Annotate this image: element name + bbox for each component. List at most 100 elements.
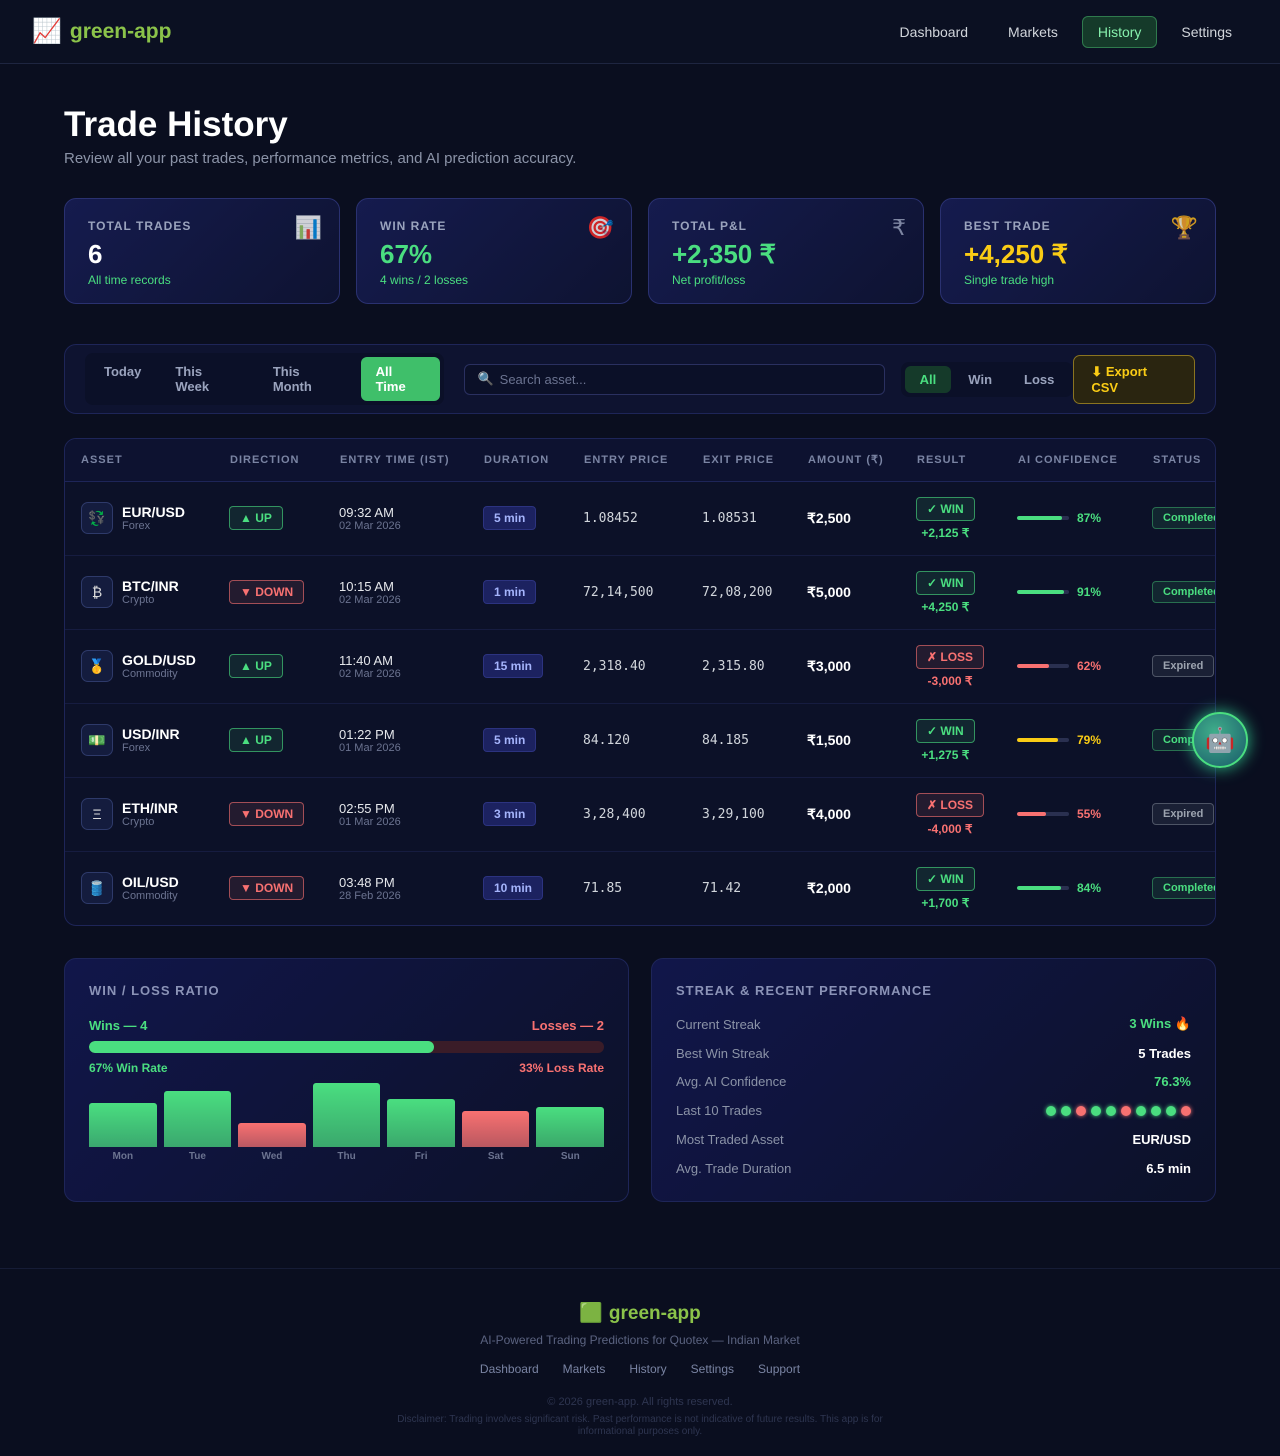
asset-icon: 🥇 xyxy=(81,650,113,682)
assistant-button[interactable]: 🤖 xyxy=(1192,712,1248,768)
result-button[interactable]: Win xyxy=(968,371,993,387)
trade-dot xyxy=(1121,1105,1131,1116)
duration-badge: 5 min xyxy=(483,506,537,530)
stat-cards: TOTAL TRADES 6 All time records 📊 WIN RATE 67… xyxy=(64,198,1216,304)
result: ✓ WIN +2,125 ₹ xyxy=(916,496,975,540)
navbar: 📈 green-app Dashboard Markets History Setting… xyxy=(0,0,1280,64)
nav-link[interactable]: Dashboard xyxy=(899,23,969,40)
logo[interactable]: 📈 green-app xyxy=(32,17,171,46)
trade-dot xyxy=(1091,1105,1101,1116)
period-button[interactable]: This Week xyxy=(175,364,210,394)
pnl: -4,000 ₹ xyxy=(927,821,973,836)
direction-cell: ▼ DOWN xyxy=(229,555,339,630)
trade-row: 💱 EUR/USD Forex ▲ UP 09:32 AM 02 Mar 2026 5 mi… xyxy=(65,481,1215,556)
status-cell: Expired xyxy=(1152,629,1215,704)
day-label: Mon xyxy=(112,1151,134,1162)
asset-name: GOLD/USD xyxy=(122,652,196,668)
streak-value: 5 Trades xyxy=(1138,1045,1191,1061)
duration-badge: 15 min xyxy=(483,654,544,678)
stat-note: Net profit/loss xyxy=(672,273,746,287)
table: ASSET DIRECTION ENTRY TIME (IST) DURATION EN… xyxy=(65,439,1215,925)
exit-price: 1.08531 xyxy=(702,481,807,556)
confidence-cell: 91% xyxy=(1017,555,1152,630)
asset-category: Crypto xyxy=(122,816,155,828)
column-header: AMOUNT (₹) xyxy=(807,439,916,482)
period-button[interactable]: All Time xyxy=(360,357,441,401)
nav-link[interactable]: Markets xyxy=(1008,23,1058,40)
nav-link[interactable]: History xyxy=(1081,15,1158,48)
table-body: 💱 EUR/USD Forex ▲ UP 09:32 AM 02 Mar 2026 5 mi… xyxy=(65,481,1215,925)
asset: ₿ BTC/INR Crypto xyxy=(81,576,229,608)
trade-dot xyxy=(1046,1105,1056,1116)
streak-value: EUR/USD xyxy=(1132,1132,1191,1148)
footer-tagline: AI-Powered Trading Predictions for Quote… xyxy=(480,1333,800,1347)
streak-label: Current Streak xyxy=(676,1016,761,1032)
day-label: Thu xyxy=(337,1151,356,1162)
pnl: +1,275 ₹ xyxy=(921,747,970,762)
amount: ₹2,000 xyxy=(807,879,851,896)
entry-date: 01 Mar 2026 xyxy=(339,741,401,754)
day-bar xyxy=(163,1091,232,1147)
asset-name: USD/INR xyxy=(122,726,180,742)
asset-info: OIL/USD Commodity xyxy=(122,874,179,902)
day-bar xyxy=(461,1111,530,1147)
stat-icon: 📊 xyxy=(294,215,322,240)
day-column xyxy=(89,1103,157,1147)
asset-name: OIL/USD xyxy=(122,874,179,891)
trade-row: ₿ BTC/INR Crypto ▼ DOWN 10:15 AM 02 Mar 2026 1… xyxy=(65,555,1215,630)
footer: 🟩 green-app AI-Powered Trading Predictions… xyxy=(0,1268,1280,1456)
result: ✓ WIN +1,275 ₹ xyxy=(916,718,975,762)
asset-icon: 🛢️ xyxy=(81,872,113,905)
period-button[interactable]: This Month xyxy=(272,364,312,394)
search-input[interactable]: 🔍 Search asset... xyxy=(464,363,885,395)
stat-icon: ₹ xyxy=(892,215,906,240)
confidence: 79% xyxy=(1017,733,1152,747)
entry-time-cell: 01:22 PM 01 Mar 2026 xyxy=(339,703,483,778)
footer-link[interactable]: Markets xyxy=(562,1362,606,1376)
asset-info: EUR/USD Forex xyxy=(122,504,185,532)
day-column xyxy=(312,1083,381,1147)
footer-link[interactable]: Dashboard xyxy=(479,1362,539,1376)
asset-info: GOLD/USD Commodity xyxy=(122,652,196,680)
exit-price: 71.42 xyxy=(702,880,742,896)
confidence: 62% xyxy=(1017,659,1152,673)
copyright: © 2026 green-app. All rights reserved. xyxy=(547,1396,733,1408)
result-button[interactable]: Loss xyxy=(1024,371,1055,387)
confidence-bar xyxy=(1017,738,1059,742)
streak-label: Avg. AI Confidence xyxy=(676,1074,787,1090)
entry-time: 09:32 AM xyxy=(339,504,394,520)
footer-link[interactable]: History xyxy=(629,1362,667,1376)
day-label: Wed xyxy=(261,1151,283,1162)
confidence-label: 84% xyxy=(1077,881,1102,896)
confidence-bar xyxy=(1017,516,1063,520)
stat-card: BEST TRADE +4,250 ₹ Single trade high 🏆 xyxy=(940,198,1216,304)
day-bars xyxy=(89,1083,605,1147)
entry-time-cell: 02:55 PM 01 Mar 2026 xyxy=(339,777,483,852)
result: ✗ LOSS -3,000 ₹ xyxy=(916,644,985,688)
result-badge: ✓ WIN xyxy=(916,496,975,521)
result-badge: ✗ LOSS xyxy=(916,792,985,817)
duration-cell: 5 min xyxy=(483,703,583,778)
result-badge: ✓ WIN xyxy=(916,866,975,891)
confidence-track xyxy=(1017,738,1069,742)
footer-logo: 🟩 green-app xyxy=(0,1301,1280,1325)
export-button[interactable]: ⬇ Export CSV xyxy=(1073,354,1195,404)
confidence-track xyxy=(1017,590,1069,594)
period-button[interactable]: Today xyxy=(104,364,142,379)
entry-time-cell: 03:48 PM 28 Feb 2026 xyxy=(339,851,483,925)
confidence-cell: 84% xyxy=(1017,851,1152,925)
streak-label: Avg. Trade Duration xyxy=(676,1160,792,1176)
nav-link[interactable]: Settings xyxy=(1181,23,1232,40)
result-button[interactable]: All xyxy=(904,365,952,393)
column-header: ASSET xyxy=(65,439,229,482)
panel-title: WIN / LOSS RATIO xyxy=(89,983,220,998)
direction-badge: ▼ DOWN xyxy=(229,876,305,901)
confidence-bar xyxy=(1017,590,1065,594)
streak-row: Last 10 Trades xyxy=(676,1096,1191,1125)
entry-time: 10:15 AM xyxy=(339,578,394,594)
duration-badge: 10 min xyxy=(483,876,544,901)
column-header: DURATION xyxy=(483,439,583,482)
footer-link[interactable]: Support xyxy=(758,1362,801,1376)
table-head: ASSET DIRECTION ENTRY TIME (IST) DURATION EN… xyxy=(65,439,1215,482)
footer-link[interactable]: Settings xyxy=(690,1362,735,1376)
